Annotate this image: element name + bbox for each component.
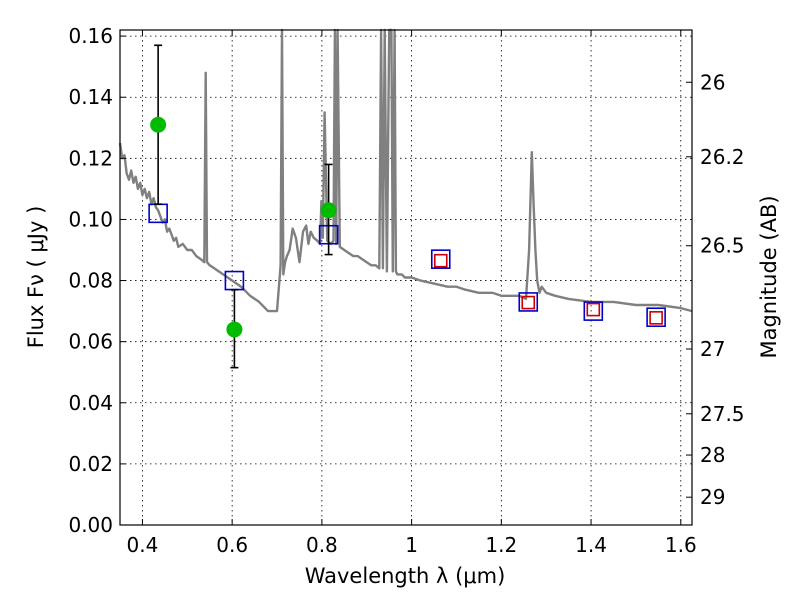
observed-point bbox=[320, 202, 337, 219]
y-axis-label: Flux Fν ( μJy ) bbox=[24, 206, 48, 349]
marker-layer bbox=[148, 44, 666, 369]
right-axis-tick-label: 27 bbox=[700, 337, 725, 361]
x-tick-label: 0.6 bbox=[216, 533, 248, 557]
y-tick-label: 0.04 bbox=[68, 391, 113, 415]
x-axis-label: Wavelength λ (μm) bbox=[305, 564, 506, 588]
y-tick-label: 0.02 bbox=[68, 452, 113, 476]
y-tick-label: 0.08 bbox=[68, 269, 113, 293]
grid bbox=[120, 30, 692, 526]
model-photometry-point bbox=[430, 249, 451, 269]
right-axis-tick-label: 26 bbox=[700, 70, 725, 94]
y-tick-label: 0.14 bbox=[68, 85, 113, 109]
right-axis-label: Magnitude (AB) bbox=[757, 195, 781, 358]
ticks: 0.4 0.6 0.8 1 1.2 1.4 1.6 0.00 0.02 0.04 0.06 0.08 0… bbox=[68, 24, 744, 557]
upper-limit-point bbox=[649, 311, 663, 325]
model-photometry-point bbox=[518, 292, 539, 312]
y-tick-label: 0.06 bbox=[68, 330, 113, 354]
right-axis-tick-label: 28 bbox=[700, 443, 725, 467]
observed-point bbox=[150, 116, 167, 133]
upper-limit-point bbox=[521, 295, 536, 310]
x-tick-label: 1.4 bbox=[575, 533, 607, 557]
y-tick-label: 0.12 bbox=[68, 146, 113, 170]
upper-limit-point bbox=[586, 302, 601, 317]
upper-limit-point bbox=[433, 253, 448, 268]
plot-frame bbox=[119, 29, 693, 526]
spectrum-line bbox=[118, 28, 693, 313]
model-photometry-point bbox=[646, 307, 666, 328]
right-axis-tick-label: 29 bbox=[700, 485, 725, 509]
x-tick-label: 0.8 bbox=[306, 533, 338, 557]
right-axis-tick-label: 26.2 bbox=[700, 145, 745, 169]
x-tick-label: 1.6 bbox=[665, 533, 697, 557]
x-tick-label: 1.2 bbox=[485, 533, 517, 557]
x-tick-label: 0.4 bbox=[127, 533, 159, 557]
right-axis-tick-label: 27.5 bbox=[700, 402, 745, 426]
y-tick-label: 0.10 bbox=[68, 207, 113, 231]
spectrum-layer bbox=[118, 28, 693, 313]
x-tick-label: 1 bbox=[405, 533, 418, 557]
y-tick-label: 0.00 bbox=[68, 513, 113, 537]
observed-point bbox=[226, 321, 243, 338]
y-tick-label: 0.16 bbox=[68, 24, 113, 48]
right-axis-tick-label: 26.5 bbox=[700, 234, 745, 258]
model-photometry-point bbox=[583, 301, 604, 321]
